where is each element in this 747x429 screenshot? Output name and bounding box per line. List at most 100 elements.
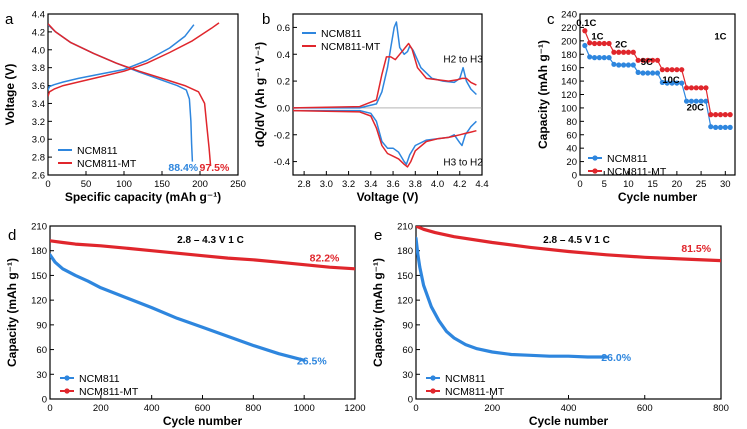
data-point-ncm811-mt bbox=[693, 85, 699, 91]
data-point-ncm811 bbox=[688, 98, 695, 104]
x-tick-label-b: 2.8 bbox=[298, 179, 311, 190]
panel-letter-c: c bbox=[547, 11, 555, 28]
y-tick-label-d: 30 bbox=[36, 370, 47, 381]
data-point-ncm811-mt bbox=[640, 57, 646, 63]
y-tick-label-c: 100 bbox=[561, 103, 577, 114]
y-tick-label-d: 120 bbox=[31, 296, 47, 307]
y-tick-label-e: 60 bbox=[402, 345, 413, 356]
y-tick-label-d: 60 bbox=[36, 345, 47, 356]
data-point-ncm811-mt bbox=[650, 57, 656, 63]
panel-letter-e: e bbox=[374, 227, 382, 244]
x-tick-label-b: 3.0 bbox=[320, 179, 333, 190]
legend-label-a: NCM811 bbox=[77, 145, 118, 157]
legend-label-b: NCM811-MT bbox=[321, 41, 381, 53]
series-group-d bbox=[50, 239, 355, 362]
y-tick-label-b: 0.6 bbox=[277, 23, 290, 34]
y-tick-label-e: 210 bbox=[397, 222, 413, 233]
data-point-ncm811 bbox=[582, 42, 588, 49]
x-tick-label-c: 0 bbox=[577, 179, 582, 190]
legend-label-c: NCM811 bbox=[607, 153, 648, 165]
x-axis-title-d: Cycle number bbox=[163, 414, 243, 428]
data-point-ncm811-mt bbox=[616, 49, 622, 55]
y-tick-label-a: 3.0 bbox=[32, 135, 45, 146]
data-point-ncm811-mt bbox=[654, 57, 661, 63]
x-tick-label-a: 0 bbox=[45, 179, 50, 190]
data-point-ncm811-mt bbox=[703, 85, 709, 91]
x-tick-label-a: 50 bbox=[81, 179, 92, 190]
y-tick-label-d: 210 bbox=[31, 222, 47, 233]
data-point-ncm811 bbox=[664, 80, 670, 86]
y-tick-label-a: 2.8 bbox=[32, 153, 45, 164]
x-tick-label-a: 250 bbox=[230, 179, 246, 190]
series-group-c bbox=[582, 28, 733, 130]
data-point-ncm811 bbox=[630, 62, 636, 68]
data-point-ncm811-mt bbox=[683, 85, 690, 91]
panel-d: 0 200 400 600 800 1000 1200 0 30 60 90 120 150 180 210… bbox=[5, 222, 366, 429]
data-point-ncm811 bbox=[645, 70, 651, 76]
data-point-ncm811-mt bbox=[708, 112, 714, 118]
y-tick-label-c: 120 bbox=[561, 90, 577, 101]
x-axis-title-e: Cycle number bbox=[529, 414, 609, 428]
series-group-b bbox=[293, 21, 477, 168]
data-point-ncm811-mt bbox=[630, 49, 636, 55]
y-tick-label-e: 90 bbox=[402, 320, 413, 331]
rate-label-c: 1C bbox=[591, 31, 603, 42]
x-axis-title-b: Voltage (V) bbox=[357, 190, 419, 204]
x-tick-label-d: 400 bbox=[144, 403, 160, 414]
rate-label-c: 0.1C bbox=[576, 18, 596, 29]
y-tick-label-a: 4.2 bbox=[32, 27, 45, 38]
y-tick-label-c: 140 bbox=[561, 77, 577, 88]
data-point-ncm811-mt bbox=[596, 40, 602, 47]
legend-label-c: NCM811-MT bbox=[607, 166, 667, 178]
data-point-ncm811-mt bbox=[669, 67, 675, 73]
data-point-ncm811 bbox=[587, 54, 593, 60]
y-tick-label-a: 3.2 bbox=[32, 117, 45, 128]
data-point-ncm811-mt bbox=[587, 40, 593, 46]
panel-c: 0 5 10 15 20 25 300204060801001201401601802002… bbox=[536, 10, 736, 204]
data-point-ncm811 bbox=[713, 124, 719, 130]
legend-marker-d bbox=[64, 375, 70, 381]
data-point-ncm811-mt bbox=[606, 40, 612, 47]
data-point-ncm811 bbox=[596, 55, 602, 61]
y-tick-label-c: 180 bbox=[561, 50, 577, 61]
data-point-ncm811 bbox=[669, 80, 675, 86]
y-tick-label-a: 3.6 bbox=[32, 81, 45, 92]
data-point-ncm811-mt bbox=[591, 40, 598, 47]
y-tick-label-c: 80 bbox=[566, 117, 577, 128]
legend-marker-e bbox=[430, 388, 436, 394]
data-point-ncm811 bbox=[654, 70, 661, 76]
x-tick-label-c: 5 bbox=[602, 179, 607, 190]
data-point-ncm811 bbox=[591, 55, 598, 61]
x-tick-label-c: 15 bbox=[647, 179, 658, 190]
y-tick-label-a: 4.4 bbox=[32, 10, 45, 21]
series-line-ncm811-mt bbox=[50, 239, 355, 271]
series-line-ncm811-mt-charge bbox=[293, 42, 477, 109]
panel-e: 0 200 400 600 800 0 30 60 90 120 150 180 210 Cycle nu… bbox=[371, 222, 729, 429]
y-tick-label-d: 0 bbox=[42, 395, 47, 406]
x-tick-label-d: 0 bbox=[47, 403, 52, 414]
y-tick-label-d: 180 bbox=[31, 246, 47, 257]
y-tick-label-b: -0.2 bbox=[274, 130, 290, 141]
x-tick-label-e: 0 bbox=[413, 403, 418, 414]
retention-label-a: 88.4% bbox=[168, 162, 198, 174]
y-tick-label-d: 150 bbox=[31, 271, 47, 282]
y-tick-label-c: 20 bbox=[566, 157, 577, 168]
series-line-ncm811 bbox=[416, 236, 609, 359]
rate-label-c: 20C bbox=[687, 103, 705, 114]
y-tick-label-c: 60 bbox=[566, 130, 577, 141]
y-tick-label-c: 240 bbox=[561, 10, 577, 21]
data-point-ncm811 bbox=[606, 55, 612, 61]
data-point-ncm811-mt bbox=[674, 67, 680, 73]
x-tick-label-a: 100 bbox=[116, 179, 132, 190]
data-point-ncm811 bbox=[683, 98, 690, 104]
data-point-ncm811 bbox=[674, 80, 680, 86]
rate-label-c: 1C bbox=[714, 31, 726, 42]
data-point-ncm811 bbox=[722, 124, 728, 130]
x-tick-label-c: 30 bbox=[720, 179, 731, 190]
y-axis-title-b: dQ/dV (Ah g⁻¹ V⁻¹) bbox=[253, 42, 267, 147]
data-point-ncm811 bbox=[625, 62, 632, 68]
data-point-ncm811-mt bbox=[659, 67, 665, 73]
x-tick-label-d: 1000 bbox=[294, 403, 315, 414]
y-tick-label-a: 4.0 bbox=[32, 45, 45, 56]
data-point-ncm811-mt bbox=[727, 112, 733, 118]
